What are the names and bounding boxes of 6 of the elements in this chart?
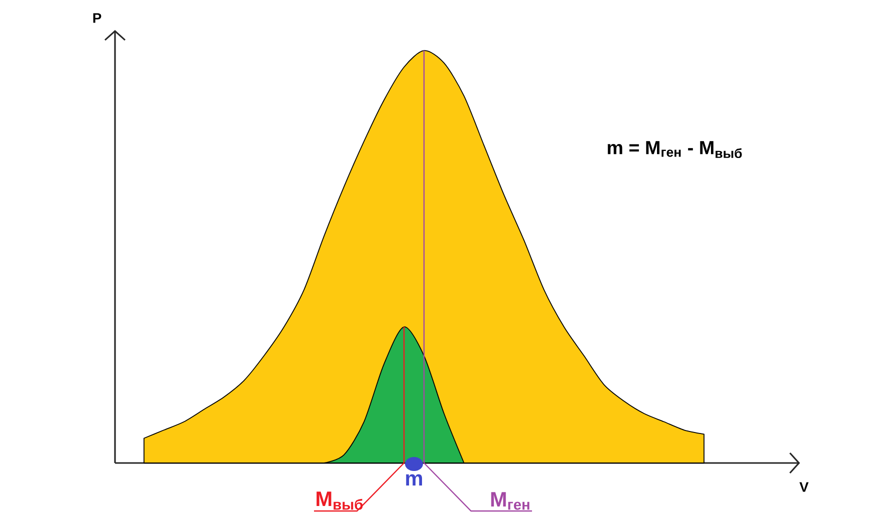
text: m bbox=[406, 474, 422, 486]
text: M$_{ген}$ bbox=[491, 492, 530, 510]
annotation: m = M$_{ген}$ - M$_{выб}$ bbox=[608, 141, 742, 158]
x-axis-title: V bbox=[799, 482, 809, 492]
y-axis-title: P bbox=[93, 13, 102, 23]
text: M$_{выб}$ bbox=[316, 492, 363, 510]
